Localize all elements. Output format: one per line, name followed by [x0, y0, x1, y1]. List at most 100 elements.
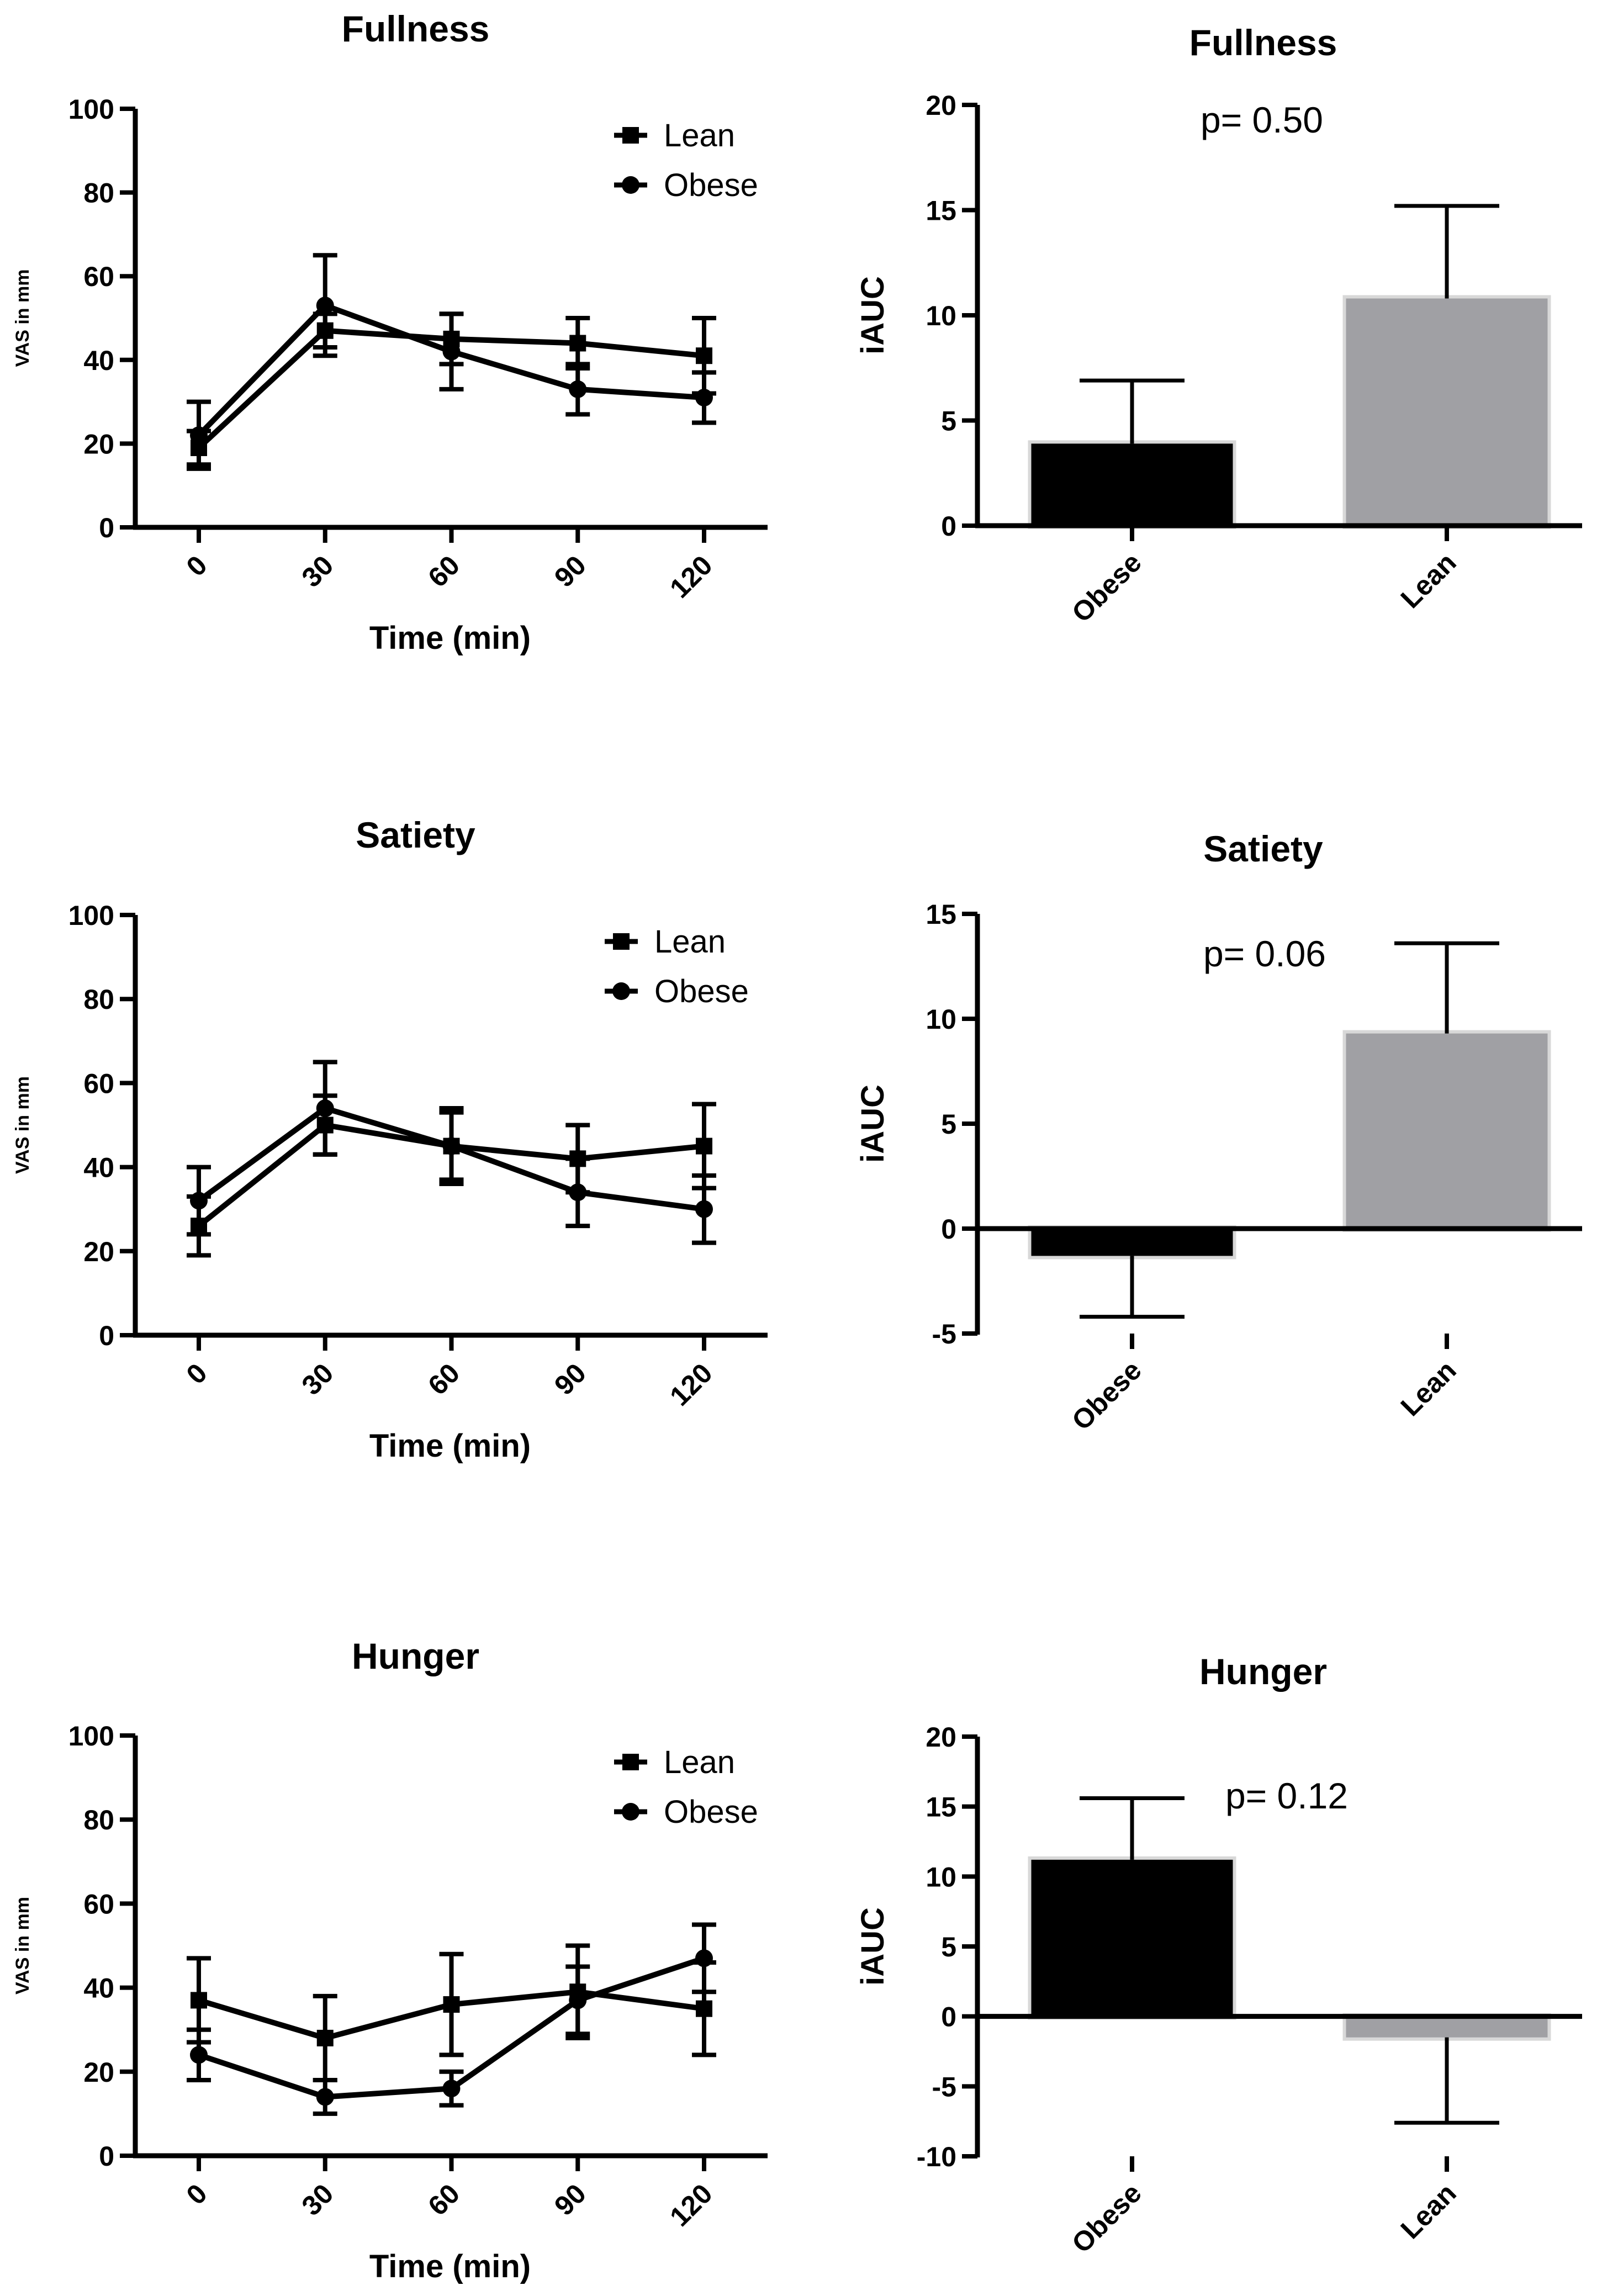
fullness-bar-ytick-label-1: 5 [941, 406, 956, 437]
fullness-line-obese-point-4 [695, 389, 713, 407]
hunger-bar-ylabel: iAUC [855, 1907, 891, 1986]
fullness-line-ytick-label-2: 40 [83, 345, 114, 376]
satiety-bar-ylabel: iAUC [855, 1084, 891, 1163]
satiety-line-ytick-label-4: 80 [83, 984, 114, 1015]
fullness-bar-ytick-label-2: 10 [926, 300, 956, 331]
fullness-bar-bar-obese [1031, 443, 1233, 526]
fullness-line-obese-point-3 [569, 380, 587, 398]
hunger-bar-category-label-obese: Obese [1066, 2177, 1148, 2259]
hunger-bar-ytick-label-6: 20 [926, 1722, 956, 1753]
hunger-bar-pvalue: p= 0.12 [1225, 1775, 1348, 1816]
satiety-line-title: Satiety [356, 814, 475, 855]
fullness-bar-ytick-label-3: 15 [926, 195, 956, 226]
hunger-line-lean-point-2 [443, 1996, 460, 2013]
satiety-line-obese-point-2 [442, 1137, 461, 1155]
hunger-line-obese-point-2 [442, 2080, 461, 2098]
hunger-line-legend-label-1: Obese [664, 1794, 758, 1830]
fullness-line-lean-point-3 [569, 335, 586, 352]
satiety-line-xtick-label-2: 60 [422, 1357, 466, 1401]
fullness-line-xtick-label-1: 30 [296, 549, 340, 593]
satiety-line-legend-marker-1 [612, 982, 630, 1000]
fullness-bar-pvalue: p= 0.50 [1201, 99, 1323, 140]
satiety-bar-bar-obese [1031, 1229, 1233, 1256]
hunger-line-legend-marker-1 [622, 1803, 639, 1821]
fullness-line-title: Fullness [342, 8, 490, 49]
hunger-line-ytick-label-4: 80 [83, 1805, 114, 1835]
fullness-line-series-obese [187, 253, 716, 471]
hunger-bar-category-label-lean: Lean [1395, 2177, 1462, 2245]
satiety-line-obese-point-1 [316, 1099, 334, 1118]
fullness-bar-title: Fullness [1189, 22, 1337, 63]
satiety-bar-ytick-label-2: 5 [941, 1109, 956, 1140]
fullness-line-xtick-label-3: 90 [548, 549, 592, 593]
satiety-bar-title: Satiety [1203, 828, 1323, 869]
satiety-line-ytick-label-1: 20 [83, 1236, 114, 1267]
hunger-bar-ytick-label-1: -5 [932, 2071, 956, 2102]
fullness-bar-category-label-lean: Lean [1395, 547, 1462, 614]
satiety-bar-category-label-lean: Lean [1395, 1355, 1462, 1422]
hunger-bar-title: Hunger [1199, 1651, 1327, 1692]
satiety-line-ytick-label-3: 60 [83, 1068, 114, 1099]
hunger-line-ytick-label-5: 100 [68, 1721, 114, 1752]
hunger-line-lean-point-1 [316, 2029, 334, 2046]
fullness-bar-category-label-obese: Obese [1066, 547, 1148, 628]
satiety-bar-pvalue: p= 0.06 [1203, 933, 1326, 974]
satiety-line-chart: Satiety 0 20 40 60 80 100 0 30 60 90 120 Time (min) V… [12, 814, 768, 1464]
hunger-line-series-obese [187, 1922, 716, 2116]
satiety-line-obese-point-4 [695, 1200, 713, 1218]
satiety-line-xtick-label-1: 30 [296, 1357, 340, 1401]
satiety-line-obese-point-0 [190, 1192, 208, 1210]
fullness-line-lean-point-4 [696, 347, 712, 364]
fullness-line-xtick-label-2: 60 [422, 549, 466, 593]
fullness-line-obese-point-2 [442, 342, 461, 361]
satiety-line-xtick-label-4: 120 [664, 1357, 718, 1412]
satiety-line-obese-point-3 [569, 1183, 587, 1202]
fullness-line-legend-label-0: Lean [664, 118, 735, 154]
fullness-line-obese-point-0 [190, 426, 208, 445]
hunger-line-series-lean [187, 1943, 716, 2083]
satiety-line-series-obese [187, 1060, 716, 1245]
hunger-line-xtick-label-0: 0 [181, 2178, 213, 2210]
hunger-line-ylabel: VAS in mm [12, 1897, 33, 1995]
fullness-line-legend-label-1: Obese [664, 167, 758, 203]
satiety-line-xlabel: Time (min) [369, 1428, 531, 1464]
hunger-line-obese-point-1 [316, 2088, 334, 2106]
satiety-bar-ytick-label-1: 0 [941, 1214, 956, 1245]
hunger-line-legend-marker-0 [622, 1754, 639, 1770]
hunger-bar-bar-obese [1031, 1859, 1233, 2017]
fullness-bar-chart: Fullness 0 5 10 15 20 Obese Lean iAUC p= 0.50 [855, 22, 1582, 628]
satiety-line-legend-label-0: Lean [654, 924, 726, 960]
satiety-bar-category-label-obese: Obese [1066, 1355, 1148, 1436]
fullness-line-obese-point-1 [316, 297, 334, 315]
hunger-line-obese-point-3 [569, 1991, 587, 2009]
satiety-bar-chart: Satiety -5 0 5 10 15 Obese Lean iAUC p= 0.06 [855, 828, 1582, 1436]
hunger-bar-chart: Hunger -10 -5 0 5 10 15 20 Obese Lean iAUC p= 0.12 [855, 1651, 1582, 2259]
hunger-line-xtick-label-3: 90 [548, 2178, 592, 2221]
satiety-line-legend-label-1: Obese [654, 974, 749, 1009]
satiety-line-legend-marker-0 [613, 933, 630, 950]
satiety-line-ytick-label-5: 100 [68, 900, 114, 931]
fullness-line-xlabel: Time (min) [369, 620, 531, 656]
hunger-line-xtick-label-4: 120 [664, 2178, 718, 2232]
hunger-line-ytick-label-1: 20 [83, 2057, 114, 2088]
fullness-line-chart: Fullness 0 20 40 60 80 100 0 30 60 90 120 Time (min)… [12, 8, 768, 656]
satiety-line-xtick-label-0: 0 [181, 1357, 213, 1390]
fullness-line-xtick-label-4: 120 [664, 549, 718, 604]
satiety-bar-ytick-label-3: 10 [926, 1004, 956, 1035]
fullness-line-ytick-label-0: 0 [99, 512, 114, 543]
hunger-line-lean-point-4 [696, 2000, 712, 2017]
hunger-line-xtick-label-2: 60 [422, 2178, 466, 2221]
fullness-bar-ytick-label-4: 20 [926, 90, 956, 121]
hunger-line-ytick-label-2: 40 [83, 1973, 114, 2004]
fullness-line-ytick-label-5: 100 [68, 94, 114, 125]
fullness-bar-bar-lean [1346, 298, 1548, 526]
satiety-line-ytick-label-2: 40 [83, 1152, 114, 1183]
fullness-line-ytick-label-4: 80 [83, 178, 114, 209]
hunger-line-obese-point-4 [695, 1949, 713, 1967]
hunger-bar-ytick-label-5: 15 [926, 1792, 956, 1823]
satiety-bar-ytick-label-4: 15 [926, 899, 956, 930]
satiety-line-ylabel: VAS in mm [12, 1076, 33, 1174]
fullness-line-ytick-label-3: 60 [83, 261, 114, 292]
satiety-line-xtick-label-3: 90 [548, 1357, 592, 1401]
